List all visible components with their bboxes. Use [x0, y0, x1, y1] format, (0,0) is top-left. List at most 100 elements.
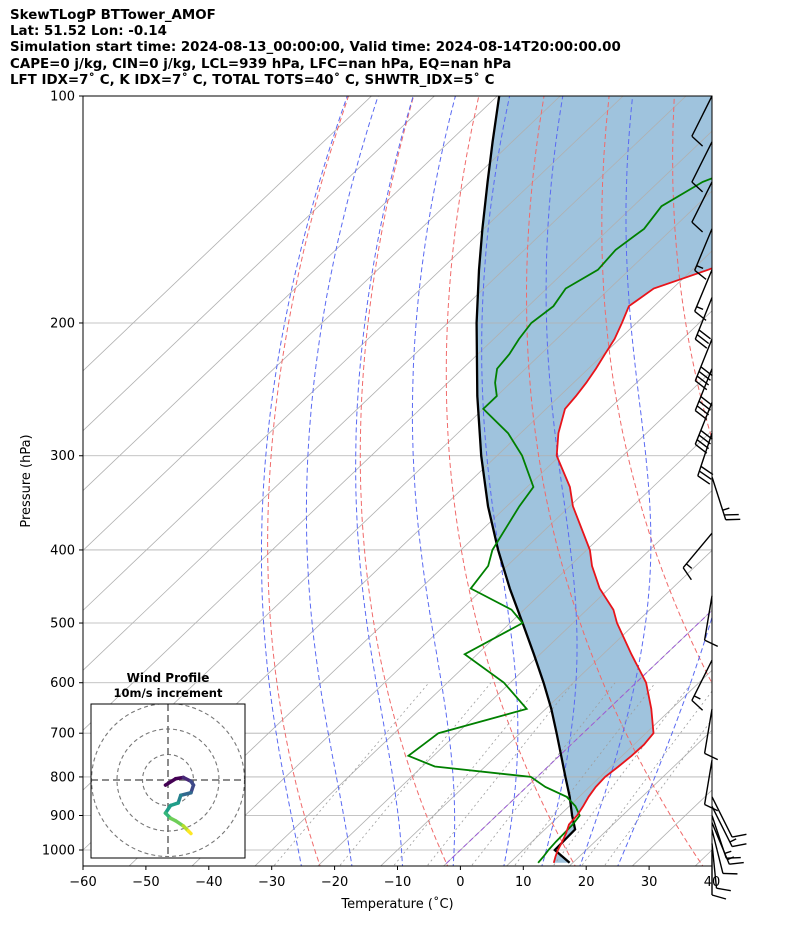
wind-barb: [711, 805, 747, 848]
hodograph-segment: [163, 776, 178, 787]
isotherm-10: [505, 669, 712, 866]
isotherm--10: [380, 549, 712, 866]
y-tick-label: 300: [50, 449, 75, 464]
wind-barb: [711, 843, 731, 892]
wind-barb-staff: [703, 595, 713, 641]
x-tick-label: −30: [258, 875, 285, 890]
mixing-ratio-1: [338, 682, 492, 866]
dry-adiabat-350: [672, 96, 712, 441]
plot-area: [83, 96, 712, 866]
x-tick-label: −10: [384, 875, 411, 890]
wind-barb: [691, 95, 713, 147]
wind-barb: [711, 822, 744, 865]
y-tick-label: 500: [50, 617, 75, 632]
wind-barb-staff: [711, 829, 724, 874]
isotherm--50: [128, 310, 712, 866]
x-axis-label: Temperature (˚C): [340, 896, 453, 912]
x-tick-label: −40: [195, 875, 222, 890]
wind-barb-staff: [694, 338, 713, 381]
hodograph-segment: [186, 829, 193, 836]
wind-barb-feather: [700, 465, 714, 476]
x-tick-label: −20: [321, 875, 348, 890]
wind-barb: [682, 532, 713, 581]
isotherm--30: [254, 430, 712, 866]
y-tick-label: 900: [50, 809, 75, 824]
wind-barb-staff: [694, 297, 713, 340]
dewpoint-profile-line: [406, 177, 712, 864]
wind-barb-half-feather: [722, 507, 730, 511]
wind-barb-staff: [711, 796, 733, 838]
isotherm--90: [83, 96, 687, 671]
moist-adiabat-16: [541, 96, 578, 866]
wind-barb-staff: [711, 805, 733, 847]
wind-barb-half-feather: [729, 838, 737, 843]
wind-barb-staff: [711, 476, 727, 520]
moist-adiabat--22: [261, 96, 348, 866]
wind-barb-feather: [694, 338, 708, 349]
x-tick-label: −50: [132, 875, 159, 890]
y-tick-label: 700: [50, 727, 75, 742]
title-station: SkewTLogP BTTower_AMOF: [10, 8, 216, 23]
x-tick-label: 20: [578, 875, 595, 890]
isotherm--20: [317, 490, 712, 866]
wind-barb-feather: [694, 409, 708, 420]
wind-barb: [703, 760, 719, 812]
wind-barb-feather: [726, 856, 741, 859]
wind-barb-feather: [698, 400, 711, 411]
wind-barb-half-feather: [693, 695, 701, 700]
x-tick-label: −60: [69, 875, 96, 890]
wind-barb-staff: [694, 269, 713, 312]
wind-barb-feather: [698, 470, 712, 480]
mixing-ratio-3: [426, 682, 574, 866]
wind-barb: [711, 796, 747, 838]
inset-subtitle: 10m/s increment: [114, 686, 223, 700]
y-tick-label: 100: [50, 90, 75, 105]
mixing-ratio-2: [393, 682, 543, 866]
axes: −60 −50 −40 −30 −20 −10 0 10 20 30 40 100 200 300 400 5…: [19, 90, 747, 912]
mixing-ratio-12: [552, 682, 693, 866]
wind-barb-feather: [691, 699, 704, 711]
hodograph-segment: [179, 791, 193, 798]
x-tick-label: 30: [641, 875, 658, 890]
wind-barb: [697, 432, 714, 485]
y-tick-label: 1000: [42, 844, 75, 859]
wind-barb-feather: [696, 405, 710, 416]
inset-frame: [90, 703, 246, 859]
wind-barb-feather: [691, 181, 704, 193]
wind-barb-feather: [731, 833, 747, 838]
wind-barb: [711, 829, 738, 875]
wind-barb-staff: [694, 368, 713, 411]
wind-barb-staff: [711, 843, 718, 889]
wind-barb-half-feather: [724, 850, 732, 855]
wind-barb-staff: [703, 708, 713, 754]
wind-barb-half-feather: [685, 563, 693, 569]
wind-barb-staff: [697, 432, 713, 477]
y-tick-label: 400: [50, 543, 75, 558]
wind-barb-staff: [682, 532, 713, 569]
wind-barb: [703, 595, 719, 647]
isotherm--120: [83, 96, 498, 492]
dry-adiabat-310: [525, 96, 704, 866]
x-tick-label: 0: [456, 875, 464, 890]
moist-adiabat--14: [305, 96, 379, 866]
wind-barb: [691, 141, 713, 193]
wind-barb: [703, 708, 719, 761]
wind-barb: [694, 228, 713, 280]
wind-barb: [694, 297, 713, 349]
wind-barb-feather: [691, 221, 704, 233]
wind-barb-feather: [697, 475, 711, 485]
wind-barb-feather: [704, 639, 719, 647]
mixing-ratio-5: [470, 682, 616, 866]
wind-barb-feather: [704, 803, 719, 812]
title-stability-indices: LFT IDX=7˚ C, K IDX=7˚ C, TOTAL TOTS=40˚…: [10, 72, 495, 88]
wind-barb-feather: [729, 861, 744, 865]
mixing-ratio-20: [603, 718, 712, 866]
moist-adiabat-22: [579, 96, 652, 866]
y-tick-label: 600: [50, 676, 75, 691]
moist-adiabat--6: [355, 96, 414, 866]
isotherm--140: [83, 96, 373, 372]
isotherm--40: [191, 370, 712, 866]
wind-barb-feather: [694, 443, 708, 454]
